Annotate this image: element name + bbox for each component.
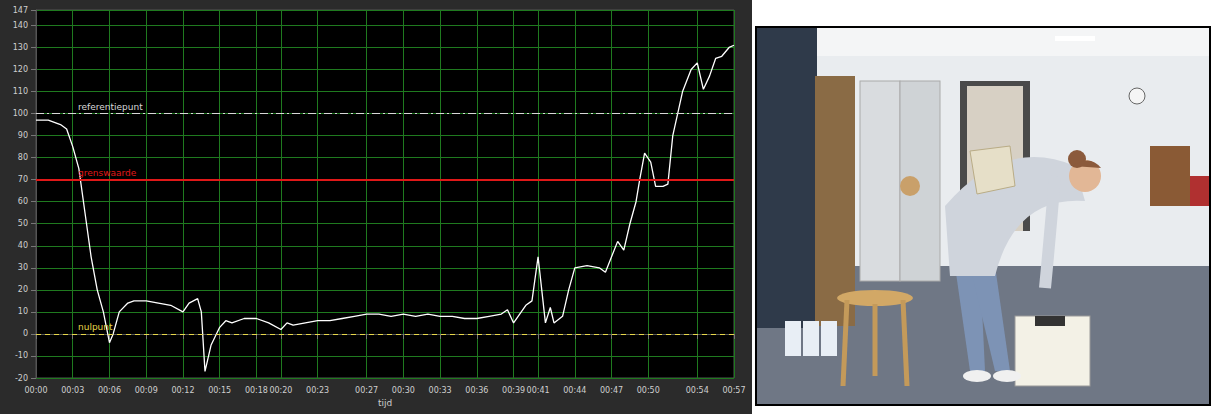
svg-text:00:23: 00:23 — [306, 386, 329, 395]
svg-text:120: 120 — [13, 65, 28, 74]
svg-text:referentiepunt: referentiepunt — [78, 102, 143, 112]
svg-text:140: 140 — [13, 21, 28, 30]
svg-text:nulpunt: nulpunt — [78, 322, 113, 332]
svg-text:00:33: 00:33 — [429, 386, 452, 395]
svg-text:00:03: 00:03 — [61, 386, 84, 395]
svg-text:20: 20 — [18, 285, 28, 294]
svg-text:00:39: 00:39 — [502, 386, 525, 395]
svg-text:00:27: 00:27 — [355, 386, 378, 395]
svg-text:90: 90 — [18, 131, 28, 140]
svg-text:80: 80 — [18, 153, 28, 162]
svg-text:60: 60 — [18, 197, 28, 206]
svg-text:grenswaarde: grenswaarde — [78, 168, 137, 178]
svg-text:00:15: 00:15 — [208, 386, 231, 395]
svg-text:00:12: 00:12 — [171, 386, 194, 395]
svg-text:30: 30 — [18, 263, 28, 272]
svg-text:00:44: 00:44 — [563, 386, 586, 395]
svg-text:tijd: tijd — [378, 398, 392, 408]
svg-text:0: 0 — [23, 329, 28, 338]
svg-text:00:47: 00:47 — [600, 386, 623, 395]
svg-text:00:18: 00:18 — [245, 386, 268, 395]
svg-text:50: 50 — [18, 219, 28, 228]
svg-text:00:41: 00:41 — [527, 386, 550, 395]
svg-text:-10: -10 — [15, 351, 28, 360]
svg-text:40: 40 — [18, 241, 28, 250]
svg-text:110: 110 — [13, 87, 28, 96]
svg-text:70: 70 — [18, 175, 28, 184]
svg-text:00:30: 00:30 — [392, 386, 415, 395]
svg-text:-20: -20 — [15, 374, 28, 383]
svg-text:147: 147 — [13, 6, 28, 15]
svg-text:00:54: 00:54 — [686, 386, 709, 395]
svg-text:00:36: 00:36 — [465, 386, 488, 395]
svg-text:100: 100 — [13, 109, 28, 118]
svg-text:00:50: 00:50 — [637, 386, 660, 395]
svg-text:130: 130 — [13, 43, 28, 52]
svg-text:10: 10 — [18, 307, 28, 316]
svg-text:00:00: 00:00 — [24, 386, 47, 395]
svg-text:00:06: 00:06 — [98, 386, 121, 395]
svg-text:00:57: 00:57 — [722, 386, 745, 395]
svg-text:00:20: 00:20 — [269, 386, 292, 395]
svg-text:00:09: 00:09 — [135, 386, 158, 395]
